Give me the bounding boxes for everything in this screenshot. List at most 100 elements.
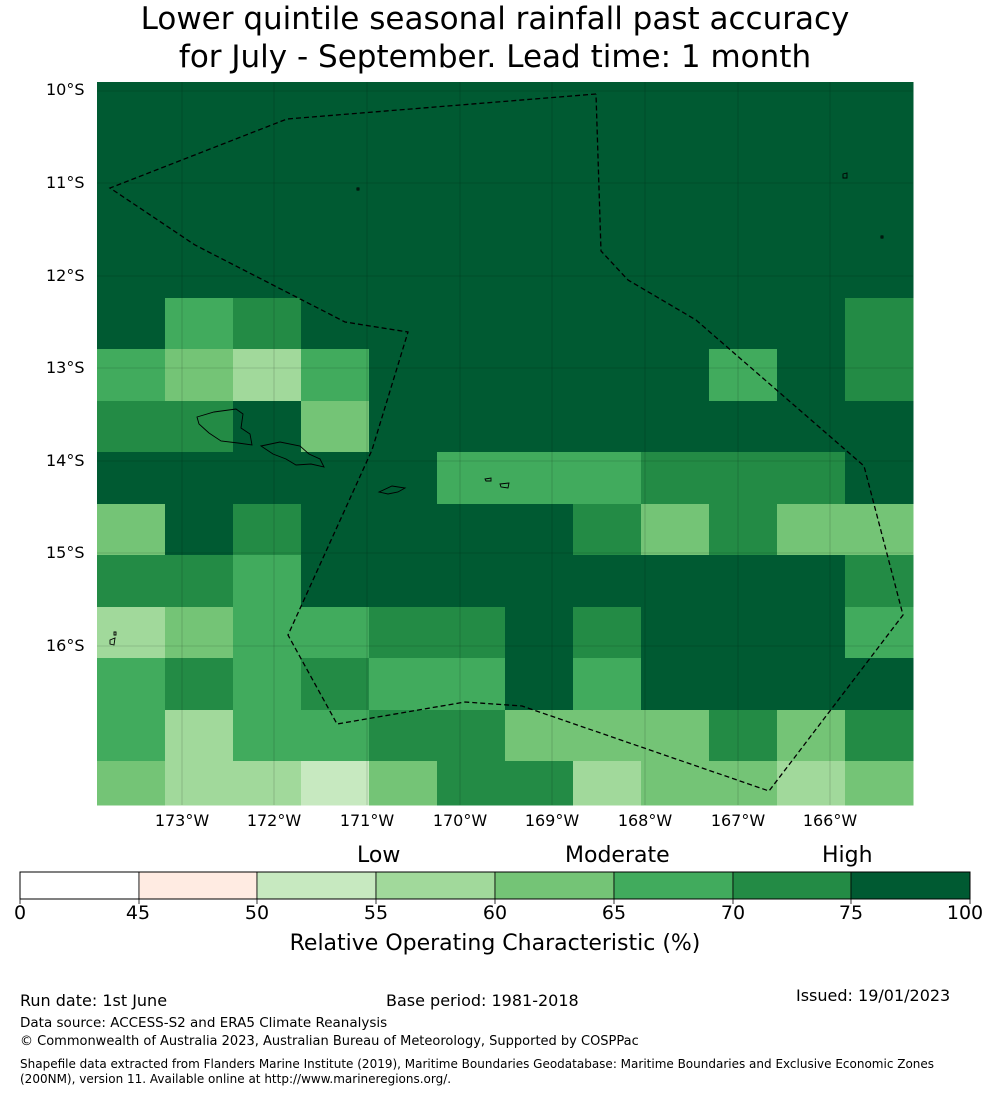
grid-cell bbox=[709, 504, 778, 556]
colorbar-frame bbox=[19, 871, 971, 900]
grid-cell bbox=[709, 452, 778, 505]
grid-cell bbox=[641, 82, 710, 134]
grid-cell bbox=[573, 401, 642, 453]
grid-cell bbox=[573, 452, 642, 505]
colorbar bbox=[19, 871, 971, 904]
colorbar-category-low: Low bbox=[357, 843, 401, 868]
grid-cell bbox=[437, 349, 506, 402]
grid-cell bbox=[437, 184, 506, 237]
grid-cell bbox=[369, 298, 438, 350]
grid-cell bbox=[369, 401, 438, 453]
grid-cell bbox=[165, 184, 234, 237]
grid-cell bbox=[505, 298, 574, 350]
data-source: Data source: ACCESS-S2 and ERA5 Climate … bbox=[20, 1015, 388, 1031]
roc-grid bbox=[97, 82, 914, 806]
grid-cell bbox=[301, 349, 370, 402]
lat-label-14s: 14°S bbox=[46, 451, 85, 470]
grid-cell bbox=[301, 504, 370, 556]
grid-cell bbox=[573, 555, 642, 608]
grid-cell bbox=[709, 658, 778, 711]
colorbar-tick-0: 0 bbox=[13, 902, 27, 924]
grid-cell bbox=[777, 133, 846, 185]
issued-date: Issued: 19/01/2023 bbox=[796, 986, 951, 1005]
grid-cell bbox=[505, 658, 574, 711]
grid-cell bbox=[709, 236, 778, 299]
grid-cell bbox=[709, 82, 778, 134]
grid-cell bbox=[301, 82, 370, 134]
grid-cell bbox=[369, 349, 438, 402]
grid-cell bbox=[845, 555, 914, 608]
grid-cell bbox=[437, 555, 506, 608]
grid-cell bbox=[777, 658, 846, 711]
grid-cell bbox=[233, 452, 302, 505]
lon-label-169w: 169°W bbox=[524, 811, 580, 830]
grid-cell bbox=[301, 761, 370, 806]
grid-cell bbox=[777, 452, 846, 505]
grid-cell bbox=[845, 401, 914, 453]
grid-cell bbox=[97, 607, 166, 659]
grid-cell bbox=[233, 236, 302, 299]
lon-label-171w: 171°W bbox=[339, 811, 395, 830]
grid-cell bbox=[777, 82, 846, 134]
grid-cell bbox=[573, 349, 642, 402]
grid-cell bbox=[641, 658, 710, 711]
grid-cell bbox=[437, 133, 506, 185]
eez-boundary bbox=[108, 93, 904, 792]
grid-cell bbox=[777, 184, 846, 237]
grid-cell bbox=[777, 761, 846, 806]
grid-cell bbox=[369, 236, 438, 299]
colorbar-tick-45: 45 bbox=[125, 902, 151, 924]
grid-cell bbox=[641, 452, 710, 505]
grid-cell bbox=[97, 82, 166, 134]
colorbar-category-high: High bbox=[822, 843, 873, 868]
grid-cell bbox=[573, 761, 642, 806]
grid-cell bbox=[97, 236, 166, 299]
grid-cell bbox=[233, 555, 302, 608]
lon-label-173w: 173°W bbox=[154, 811, 210, 830]
colorbar-bin bbox=[613, 871, 734, 900]
grid-cell bbox=[709, 184, 778, 237]
tutuila-island bbox=[377, 485, 407, 495]
grid-cell bbox=[845, 349, 914, 402]
grid-cell bbox=[301, 710, 370, 762]
grid-cell bbox=[505, 452, 574, 505]
grid-cell bbox=[301, 401, 370, 453]
grid-cell bbox=[97, 298, 166, 350]
grid-cell bbox=[505, 607, 574, 659]
lon-label-168w: 168°W bbox=[617, 811, 673, 830]
colorbar-tick-70: 70 bbox=[720, 902, 746, 924]
grid-cell bbox=[573, 82, 642, 134]
lat-label-16s: 16°S bbox=[46, 636, 85, 655]
grid-cell bbox=[97, 184, 166, 237]
grid-cell bbox=[97, 710, 166, 762]
grid-cell bbox=[845, 710, 914, 762]
grid-cell bbox=[369, 710, 438, 762]
colorbar-bin bbox=[494, 871, 615, 900]
colorbar-bin bbox=[256, 871, 377, 900]
grid-cell bbox=[437, 658, 506, 711]
colorbar-xlabel: Relative Operating Characteristic (%) bbox=[289, 931, 701, 956]
wallis-island bbox=[109, 637, 116, 646]
grid-cell bbox=[573, 504, 642, 556]
grid-cell bbox=[505, 184, 574, 237]
grid-cell bbox=[505, 555, 574, 608]
grid-cell bbox=[777, 504, 846, 556]
grid-cell bbox=[505, 504, 574, 556]
grid-cell bbox=[97, 349, 166, 402]
grid-cell bbox=[233, 184, 302, 237]
grid-cell bbox=[709, 298, 778, 350]
grid-cell bbox=[777, 555, 846, 608]
swains-island bbox=[842, 172, 848, 179]
grid-cell bbox=[97, 658, 166, 711]
ofu-island bbox=[484, 477, 492, 482]
lon-label-167w: 167°W bbox=[710, 811, 766, 830]
shapefile-note: Shapefile data extracted from Flanders M… bbox=[20, 1057, 935, 1086]
rose-atoll bbox=[880, 235, 884, 239]
grid-cell bbox=[301, 607, 370, 659]
graticule bbox=[97, 82, 913, 805]
grid-cell bbox=[505, 349, 574, 402]
grid-cell bbox=[369, 761, 438, 806]
lon-label-172w: 172°W bbox=[246, 811, 302, 830]
grid-cell bbox=[437, 236, 506, 299]
